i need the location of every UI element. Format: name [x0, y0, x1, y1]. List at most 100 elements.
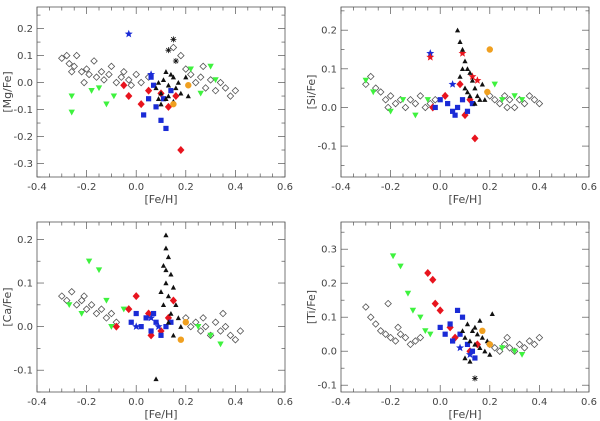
data-point: [212, 77, 219, 84]
x-tick-label: -0.2: [381, 182, 401, 193]
data-point: [462, 335, 468, 340]
data-point: [518, 352, 526, 358]
data-point: [173, 85, 179, 91]
data-point: [58, 292, 66, 300]
data-point: [145, 86, 153, 95]
data-point: [128, 319, 134, 325]
series-black: [454, 27, 488, 106]
data-point: [511, 93, 518, 100]
data-point: [404, 290, 412, 297]
data-point: [120, 67, 128, 76]
data-point: [169, 296, 177, 305]
data-point: [216, 327, 225, 335]
data-point: [459, 328, 466, 333]
data-point: [503, 333, 511, 342]
data-point: [82, 305, 91, 313]
data-point: [168, 88, 174, 94]
data-point: [457, 73, 463, 79]
x-tick-label: -0.2: [77, 397, 97, 408]
data-point: [87, 301, 96, 309]
data-point: [462, 85, 468, 91]
data-point: [175, 79, 181, 85]
data-point: [484, 88, 491, 96]
panel-ca: -0.4 -0.2 0.0 0.2 0.4 0.6-0.10.00.10.2[Fe/H][…: [1, 221, 293, 421]
y-tick-label: 0.0: [17, 78, 33, 89]
series-blue-star: [456, 343, 474, 358]
data-point: [153, 376, 159, 382]
data-point: [226, 331, 235, 340]
y-tick-label: 0.0: [321, 347, 337, 358]
data-point: [458, 49, 467, 57]
x-tick-label: 0.2: [178, 182, 194, 193]
data-point: [182, 319, 189, 326]
data-point: [107, 309, 116, 318]
data-point: [471, 375, 478, 382]
data-point: [124, 29, 133, 38]
data-point: [67, 67, 76, 76]
data-point: [422, 328, 429, 334]
data-point: [148, 74, 154, 80]
data-point: [416, 333, 425, 342]
data-point: [231, 335, 240, 344]
data-point: [464, 321, 471, 327]
data-point: [401, 103, 410, 112]
data-point: [182, 65, 190, 73]
data-point: [464, 341, 471, 347]
data-point: [429, 275, 437, 284]
data-point: [384, 103, 392, 112]
data-point: [196, 327, 205, 335]
data-point: [442, 331, 448, 337]
data-point: [90, 57, 98, 65]
panel-si: -0.4 -0.2 0.0 0.2 0.4 0.6-0.10.00.10.2[Fe/H][…: [305, 6, 597, 206]
data-point: [510, 103, 519, 112]
data-point: [137, 78, 145, 87]
data-point: [66, 302, 73, 309]
x-tick-label: 0.2: [482, 182, 498, 193]
data-point: [147, 313, 156, 322]
series-blue-star: [124, 29, 156, 78]
data-point: [386, 92, 395, 100]
data-point: [486, 46, 493, 53]
data-point: [77, 67, 86, 76]
data-point: [82, 65, 91, 73]
data-point: [431, 95, 440, 104]
data-point: [103, 101, 110, 108]
data-point: [491, 81, 498, 88]
series-orange: [484, 46, 493, 96]
data-point: [525, 337, 534, 345]
y-tick-label: 0.1: [17, 51, 33, 62]
x-tick-label: 0.0: [432, 182, 448, 193]
data-point: [97, 67, 106, 76]
data-point: [170, 100, 177, 108]
data-point: [158, 289, 164, 294]
data-point: [153, 319, 159, 325]
series-blue: [432, 97, 476, 118]
x-tick-label: 0.4: [227, 397, 243, 408]
plot-frame: [340, 6, 590, 178]
data-point: [165, 47, 172, 54]
data-point: [520, 344, 529, 352]
data-point: [454, 307, 461, 313]
x-axis-label: [Fe/H]: [448, 408, 481, 421]
series-black: [459, 311, 495, 364]
y-axis-label: [Si/Fe]: [305, 75, 318, 110]
series-orange: [170, 82, 192, 108]
plot-frame: [340, 221, 590, 393]
x-tick-label: 0.4: [531, 182, 547, 193]
data-point: [457, 39, 463, 44]
data-point: [85, 258, 93, 265]
data-point: [427, 331, 434, 338]
x-tick-label: 0.6: [277, 182, 293, 193]
data-point: [177, 146, 185, 155]
x-tick-label: -0.2: [77, 182, 97, 193]
x-tick-label: 0.6: [581, 397, 597, 408]
data-point: [499, 345, 506, 351]
data-point: [147, 70, 156, 78]
data-point: [168, 271, 174, 277]
data-point: [467, 358, 473, 364]
data-point: [155, 96, 162, 101]
data-point: [186, 70, 195, 79]
data-point: [381, 95, 390, 104]
series-green: [389, 253, 526, 358]
